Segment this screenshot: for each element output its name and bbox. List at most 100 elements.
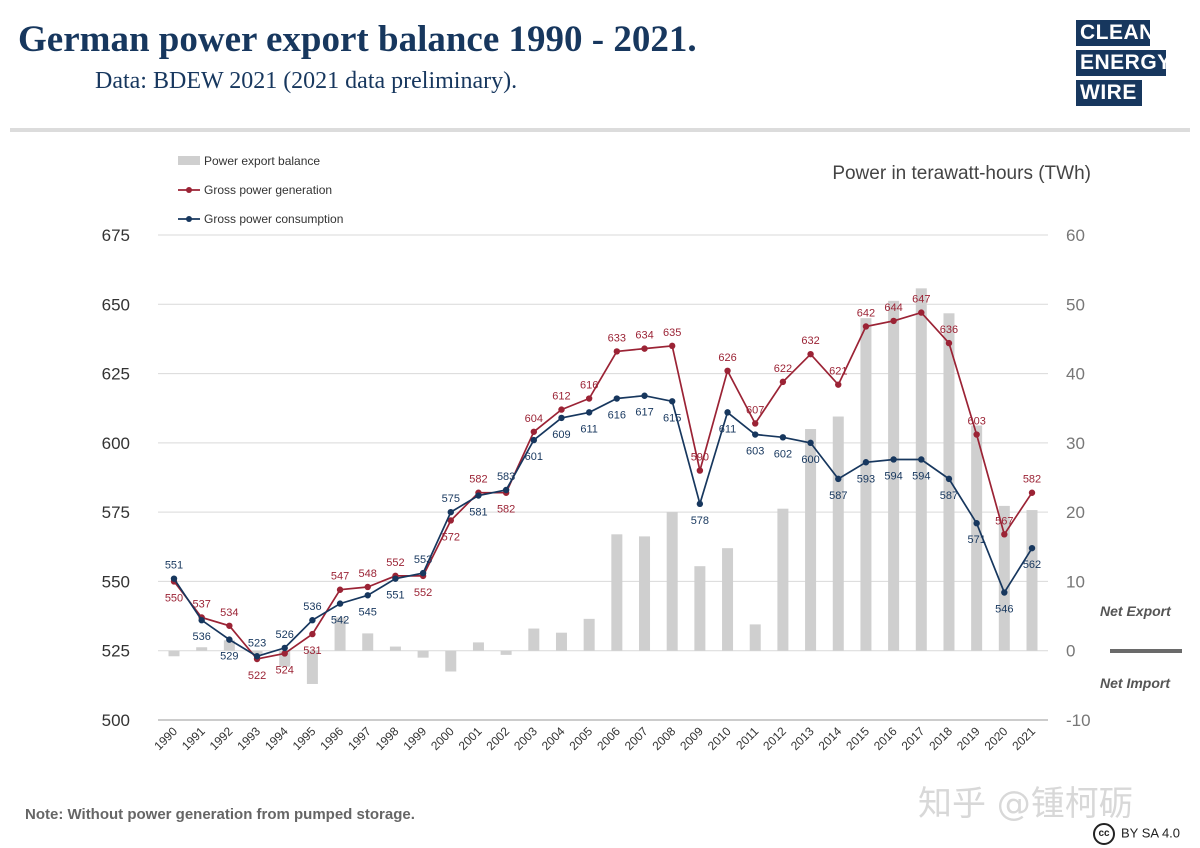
consumption-point [226, 636, 233, 643]
generation-point [752, 420, 759, 427]
consumption-data-label: 545 [359, 606, 377, 618]
consumption-point [558, 414, 565, 422]
balance-bar [777, 508, 789, 651]
legend-swatch-balance [178, 156, 200, 165]
generation-data-label: 537 [192, 598, 210, 610]
x-tick-label: 1994 [262, 724, 291, 753]
x-tick-label: 2008 [650, 724, 679, 753]
x-tick-label: 1990 [151, 724, 180, 753]
consumption-data-label: 581 [469, 507, 487, 519]
x-tick-label: 2002 [483, 724, 512, 753]
consumption-data-label: 600 [801, 454, 819, 466]
x-tick-label: 2007 [622, 724, 651, 753]
generation-point [696, 467, 704, 474]
generation-point [724, 367, 731, 374]
x-tick-label: 2014 [816, 724, 845, 753]
generation-data-label: 607 [746, 404, 764, 416]
consumption-data-label: 551 [165, 560, 183, 572]
balance-bar [888, 300, 900, 651]
balance-bar [639, 536, 651, 651]
consumption-data-label: 587 [940, 490, 958, 502]
generation-point [613, 348, 621, 355]
x-tick-label: 2011 [733, 724, 761, 752]
consumption-point [779, 434, 787, 441]
chart-title: German power export balance 1990 - 2021. [18, 19, 697, 60]
generation-point [668, 342, 676, 350]
balance-bar [389, 646, 401, 651]
consumption-point [309, 617, 316, 624]
consumption-data-label: 587 [829, 490, 847, 502]
x-tick-label: 1997 [345, 724, 374, 753]
consumption-point [585, 409, 593, 416]
chart-subtitle: Data: BDEW 2021 (2021 data preliminary). [95, 68, 518, 94]
x-tick-label: 2018 [926, 724, 955, 753]
clean-energy-wire-logo[interactable]: CLEAN ENERGY WIRE [1076, 20, 1171, 110]
balance-bar [334, 617, 346, 651]
legend-label-consumption: Gross power consumption [204, 212, 343, 226]
consumption-data-label: 594 [912, 470, 930, 482]
generation-point [309, 630, 316, 638]
generation-data-label: 642 [857, 307, 875, 319]
consumption-data-label: 575 [442, 493, 460, 505]
consumption-point [198, 617, 205, 624]
consumption-data-label: 615 [663, 412, 681, 424]
consumption-data-label: 611 [580, 423, 598, 435]
x-tick-label: 2006 [594, 724, 623, 753]
y-right-tick-label: 40 [1066, 365, 1085, 384]
consumption-point [336, 600, 344, 607]
balance-bar [722, 548, 734, 651]
consumption-point [862, 459, 870, 466]
balance-bar [1026, 510, 1038, 651]
y-right-tick-label: 30 [1066, 434, 1085, 453]
generation-data-label: 582 [497, 504, 515, 516]
generation-point [336, 586, 344, 593]
generation-data-label: 572 [442, 531, 460, 543]
consumption-data-label: 594 [884, 470, 902, 482]
generation-point [226, 622, 233, 629]
consumption-point [253, 653, 261, 660]
generation-data-label: 552 [414, 587, 432, 599]
generation-data-label: 524 [276, 664, 294, 676]
x-tick-label: 1992 [207, 724, 236, 753]
generation-data-label: 522 [248, 670, 266, 682]
generation-data-label: 634 [635, 330, 653, 342]
x-tick-label: 2020 [982, 724, 1011, 753]
generation-data-label: 582 [469, 474, 487, 486]
y-left-tick-label: 575 [102, 503, 130, 522]
balance-bar [279, 650, 291, 667]
x-tick-label: 1993 [234, 724, 263, 753]
balance-bar [472, 642, 484, 651]
license[interactable]: cc BY SA 4.0 [1093, 823, 1180, 845]
generation-data-label: 626 [718, 352, 736, 364]
generation-point [1028, 489, 1036, 496]
generation-point [558, 406, 565, 413]
generation-data-label: 621 [829, 366, 847, 378]
generation-point [835, 381, 842, 388]
consumption-data-label: 562 [1023, 559, 1041, 571]
x-tick-label: 2013 [788, 724, 817, 753]
consumption-point [170, 575, 178, 582]
consumption-point [752, 431, 759, 438]
x-tick-label: 1999 [400, 724, 429, 753]
generation-data-label: 616 [580, 380, 598, 392]
consumption-data-label: 601 [525, 451, 543, 463]
legend-marker-generation [186, 187, 192, 193]
consumption-point [835, 475, 842, 483]
logo-line-2: ENERGY [1076, 50, 1171, 76]
generation-data-label: 582 [1023, 474, 1041, 486]
consumption-point [447, 508, 454, 516]
consumption-point [890, 456, 897, 463]
generation-point [447, 517, 454, 524]
consumption-data-label: 529 [220, 651, 238, 663]
consumption-data-label: 542 [331, 615, 349, 627]
balance-bar [971, 425, 983, 651]
balance-bar [555, 632, 567, 651]
y-left-tick-label: 650 [102, 295, 130, 314]
generation-point [973, 431, 980, 438]
consumption-point [1001, 589, 1008, 596]
consumption-point [696, 500, 704, 508]
license-text: BY SA 4.0 [1121, 825, 1181, 841]
x-tick-label: 2005 [567, 724, 596, 753]
generation-data-label: 567 [995, 515, 1013, 527]
power-balance-chart: 500 525 550 575 600 625 650 675 -10 0 10 20 30 40 50 60… [102, 154, 1182, 753]
